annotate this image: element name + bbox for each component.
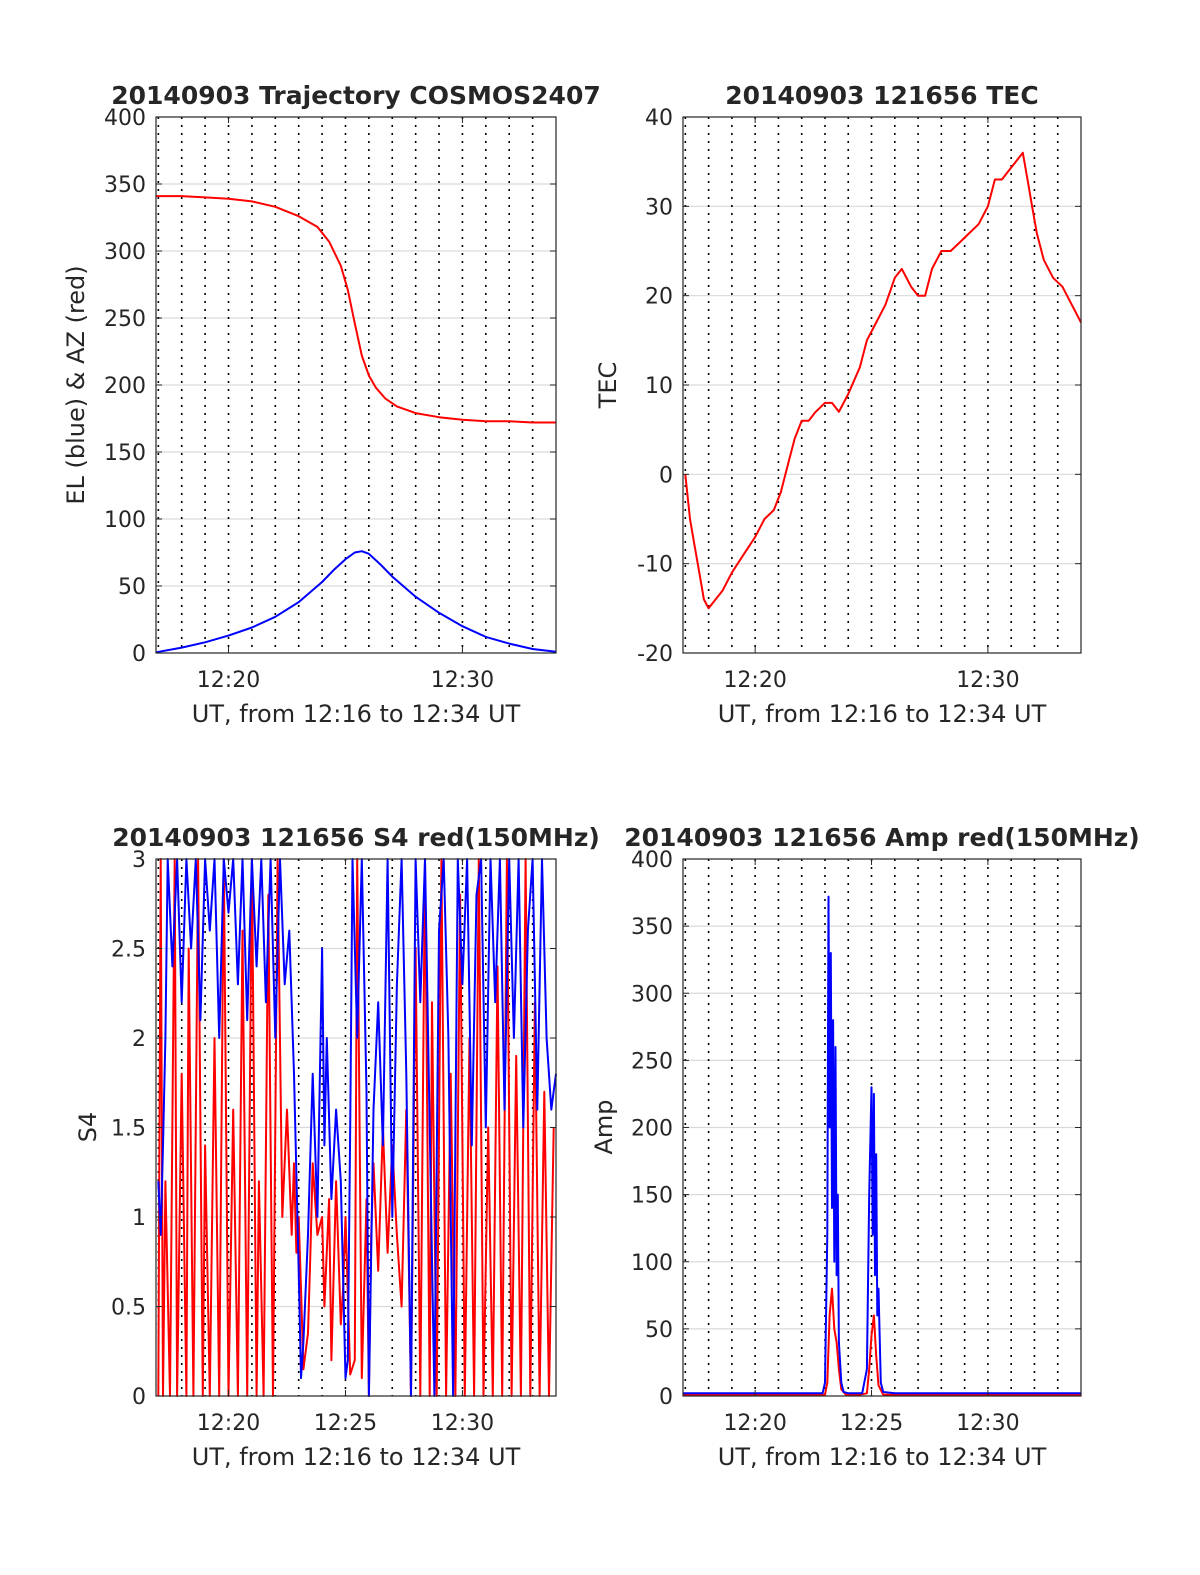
y-tick-label: 0.5: [111, 1296, 146, 1321]
x-tick-label: 12:30: [431, 668, 494, 693]
x-axis-label: UT, from 12:16 to 12:34 UT: [192, 1443, 521, 1471]
chart-title: 20140903 121656 S4 red(150MHz): [112, 823, 600, 852]
y-tick-label: 100: [104, 508, 146, 533]
series-line-blue: [157, 858, 557, 1397]
x-axis-label: UT, from 12:16 to 12:34 UT: [192, 700, 521, 728]
y-tick-label: 250: [104, 307, 146, 332]
y-tick-label: 30: [645, 195, 673, 220]
y-tick-label: 50: [645, 1318, 673, 1343]
x-tick-label: 12:30: [956, 668, 1019, 693]
x-tick-label: 12:20: [723, 1411, 786, 1436]
y-tick-label: 0: [132, 1385, 146, 1410]
y-tick-label: 1.5: [111, 1117, 146, 1142]
y-tick-label: 10: [645, 374, 673, 399]
x-tick-label: 12:25: [314, 1411, 377, 1436]
y-tick-label: 1: [132, 1206, 146, 1231]
y-tick-label: 250: [631, 1049, 673, 1074]
x-axis-label: UT, from 12:16 to 12:34 UT: [718, 700, 1047, 728]
y-tick-label: 200: [104, 374, 146, 399]
y-tick-label: 400: [104, 106, 146, 131]
series-line-red: [156, 195, 556, 424]
y-axis-label: EL (blue) & AZ (red): [62, 265, 90, 504]
series-line-red: [684, 151, 1082, 610]
series-line-blue: [155, 550, 557, 654]
series-line-blue: [683, 895, 1081, 1395]
y-tick-label: -20: [637, 642, 673, 667]
y-axis-label: S4: [74, 1112, 102, 1143]
y-tick-label: -10: [637, 553, 673, 578]
y-tick-label: 2: [132, 1027, 146, 1052]
trajectory-chart: 0 50 100 150 200 250 300 350 400 12:20 12:30 20140…: [62, 81, 601, 728]
y-tick-label: 100: [631, 1251, 673, 1276]
series-line-red: [683, 1287, 1081, 1396]
y-tick-label: 300: [104, 240, 146, 265]
y-tick-label: 150: [104, 441, 146, 466]
y-tick-label: 50: [118, 575, 146, 600]
y-tick-label: 20: [645, 285, 673, 310]
x-axis-label: UT, from 12:16 to 12:34 UT: [718, 1443, 1047, 1471]
chart-title: 20140903 Trajectory COSMOS2407: [111, 81, 601, 110]
y-axis-label: Amp: [590, 1099, 618, 1154]
x-tick-label: 12:30: [956, 1411, 1019, 1436]
y-tick-label: 0: [659, 463, 673, 488]
chart-title: 20140903 121656 TEC: [725, 81, 1038, 110]
y-tick-label: 0: [132, 642, 146, 667]
y-tick-label: 3: [132, 848, 146, 873]
x-tick-label: 12:30: [431, 1411, 494, 1436]
y-axis-label: TEC: [594, 362, 622, 410]
tec-chart: -20 -10 0 10 20 30 40 12:20 12:30 20140903 12165…: [594, 81, 1082, 728]
y-tick-label: 40: [645, 106, 673, 131]
y-tick-label: 2.5: [111, 938, 146, 963]
x-tick-label: 12:20: [197, 668, 260, 693]
x-tick-label: 12:20: [197, 1411, 260, 1436]
y-tick-label: 300: [631, 982, 673, 1007]
y-tick-label: 150: [631, 1184, 673, 1209]
y-tick-label: 350: [631, 915, 673, 940]
s4-chart: 0 0.5 1 1.5 2 2.5 3 12:20 12:25 12:30 20140903 12…: [74, 823, 600, 1471]
y-tick-label: 400: [631, 848, 673, 873]
x-tick-label: 12:25: [840, 1411, 903, 1436]
x-tick-label: 12:20: [723, 668, 786, 693]
y-tick-label: 350: [104, 173, 146, 198]
y-tick-label: 200: [631, 1117, 673, 1142]
y-tick-label: 0: [659, 1385, 673, 1410]
chart-title: 20140903 121656 Amp red(150MHz): [624, 823, 1140, 852]
